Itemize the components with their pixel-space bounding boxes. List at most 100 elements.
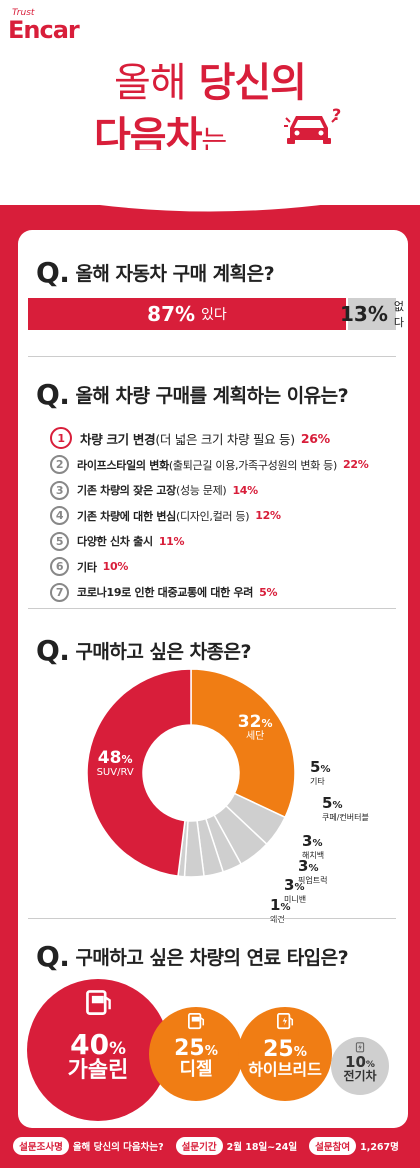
- reason-text: 기존 차량의 잦은 고장: [77, 484, 176, 498]
- fuel-name: 디젤: [179, 1058, 213, 1080]
- slice-value: 3: [302, 832, 313, 850]
- fuel-value: 25: [174, 1035, 205, 1061]
- donut-label: 3% 픽업트럭: [298, 857, 327, 886]
- slice-name: 기타: [310, 777, 325, 786]
- reason-text: 차량 크기 변경: [80, 431, 156, 447]
- slice-unit: %: [312, 838, 323, 849]
- fuel-unit: %: [109, 1038, 126, 1058]
- slice-unit: %: [320, 764, 331, 775]
- slice-name: 세단: [245, 731, 265, 743]
- encar-logo: Encar: [8, 16, 80, 44]
- hybrid-charger-icon: [273, 1009, 297, 1033]
- reason-row: 5 다양한 신차 출시 11%: [50, 529, 368, 555]
- donut-slice: [190, 668, 296, 819]
- reason-row: 4 기존 차량에 대한 변심 (디자인,컬러 등) 12%: [50, 503, 368, 529]
- slice-unit: %: [332, 800, 343, 811]
- slice-unit: %: [280, 902, 291, 913]
- purchase-plan-bar: 87% 있다 13% 없다: [28, 298, 404, 330]
- q-mark: Q.: [36, 940, 70, 973]
- slice-name: 픽업트럭: [298, 876, 328, 885]
- reason-number: 3: [50, 480, 69, 500]
- reason-row: 1 차량 크기 변경 (더 넓은 크기 차량 필요 등) 26%: [50, 424, 368, 452]
- slice-value: 3: [284, 876, 295, 894]
- slice-unit: %: [121, 753, 133, 767]
- reason-number: 4: [50, 506, 69, 526]
- q-mark: Q.: [36, 634, 70, 667]
- question-1: Q. 올해 자동차 구매 계획은?: [36, 256, 275, 289]
- fuel-name: 가솔린: [67, 1058, 129, 1083]
- donut-label: 5% 기타: [310, 758, 330, 787]
- title-line-1b: 당신의: [198, 60, 307, 106]
- donut-label: 5% 쿠페/컨버터블: [322, 794, 369, 823]
- donut-label: 32% 세단: [225, 713, 285, 743]
- fuel-name: 하이브리드: [248, 1059, 322, 1079]
- reason-detail: (성능 문제): [175, 484, 227, 498]
- reason-number: 5: [50, 531, 69, 551]
- divider: [28, 918, 396, 919]
- reason-value: 26%: [300, 430, 330, 446]
- slice-unit: %: [294, 882, 305, 893]
- bar-yes: 87% 있다: [28, 298, 346, 330]
- question-2-label: 올해 차량 구매를 계획하는 이유는?: [75, 385, 349, 407]
- donut-label: 1% 왜건: [270, 896, 290, 925]
- reason-detail: (출퇴근길 이용,가족구성원의 변화 등): [168, 458, 337, 472]
- survey-name-tag: 설문조사명: [13, 1137, 69, 1155]
- reason-text: 라이프스타일의 변화: [77, 458, 169, 472]
- bar-no-label: 없다: [393, 300, 404, 329]
- fuel-name: 전기차: [343, 1068, 377, 1083]
- bar-no: 13% 없다: [340, 298, 404, 330]
- reason-detail: (더 넓은 크기 차량 필요 등): [155, 431, 295, 447]
- fuel-unit: %: [204, 1043, 218, 1059]
- slice-value: 3: [298, 857, 309, 875]
- svg-text:?: ?: [332, 105, 341, 124]
- title-line-1a: 올해: [114, 60, 187, 106]
- question-1-label: 올해 자동차 구매 계획은?: [75, 263, 275, 285]
- reason-value: 14%: [232, 483, 258, 497]
- survey-name: 올해 당신의 다음차는?: [72, 1142, 164, 1153]
- slice-name: 미니밴: [284, 895, 307, 904]
- bar-yes-value: 87%: [147, 302, 196, 326]
- slice-name: 왜건: [270, 915, 285, 924]
- fuel-value: 25: [263, 1036, 294, 1062]
- diesel-pump-icon: [184, 1009, 208, 1033]
- reason-list: 1 차량 크기 변경 (더 넓은 크기 차량 필요 등) 26% 2 라이프스타일의 변화…: [50, 424, 369, 606]
- reason-row: 7 코로나19로 인한 대중교통에 대한 우려 5%: [50, 580, 368, 606]
- electric-bolt-icon: [353, 1039, 368, 1054]
- fuel-bubble: 25% 디젤: [149, 1007, 243, 1101]
- question-4-label: 구매하고 싶은 차량의 연료 타입은?: [75, 947, 349, 969]
- slice-unit: %: [308, 863, 319, 874]
- slice-value: 5: [310, 758, 321, 776]
- reason-detail: (디자인,컬러 등): [175, 509, 250, 523]
- fuel-unit: %: [365, 1059, 375, 1070]
- question-2: Q. 올해 차량 구매를 계획하는 이유는?: [36, 378, 349, 411]
- q-mark: Q.: [36, 256, 70, 289]
- divider: [28, 356, 396, 357]
- bar-yes-label: 있다: [201, 307, 227, 323]
- reason-value: 10%: [102, 560, 129, 574]
- reason-row: 2 라이프스타일의 변화 (출퇴근길 이용,가족구성원의 변화 등) 22%: [50, 452, 369, 478]
- reason-text: 기존 차량에 대한 변심: [77, 509, 176, 523]
- reason-number: 6: [50, 557, 69, 577]
- fuel-unit: %: [293, 1044, 307, 1060]
- fuel-value: 40: [70, 1028, 110, 1061]
- survey-period: 2월 18일~24일: [226, 1142, 298, 1153]
- donut-slice: [86, 668, 192, 878]
- donut-label: 48% SUV/RV: [85, 749, 145, 778]
- car-icon: ?: [284, 105, 341, 144]
- header-curve: [0, 150, 420, 212]
- fuel-value: 10: [345, 1052, 366, 1071]
- slice-name: 쿠페/컨버터블: [322, 813, 369, 822]
- reason-number: 1: [50, 427, 72, 449]
- footer: 설문조사명 올해 당신의 다음차는? 설문기간 2월 18일~24일 설문참여 …: [0, 1133, 420, 1159]
- reason-number: 7: [50, 582, 69, 602]
- reason-text: 코로나19로 인한 대중교통에 대한 우려: [77, 586, 254, 600]
- reason-number: 2: [50, 455, 69, 475]
- reason-value: 22%: [343, 458, 369, 472]
- question-3-label: 구매하고 싶은 차종은?: [75, 641, 252, 663]
- slice-name: 해치백: [302, 851, 325, 860]
- donut-label: 3% 미니밴: [284, 876, 306, 905]
- slice-value: 1: [270, 896, 281, 914]
- divider: [28, 608, 396, 609]
- donut-label: 3% 해치백: [302, 832, 324, 861]
- logo-trust-text: Trust: [12, 8, 35, 18]
